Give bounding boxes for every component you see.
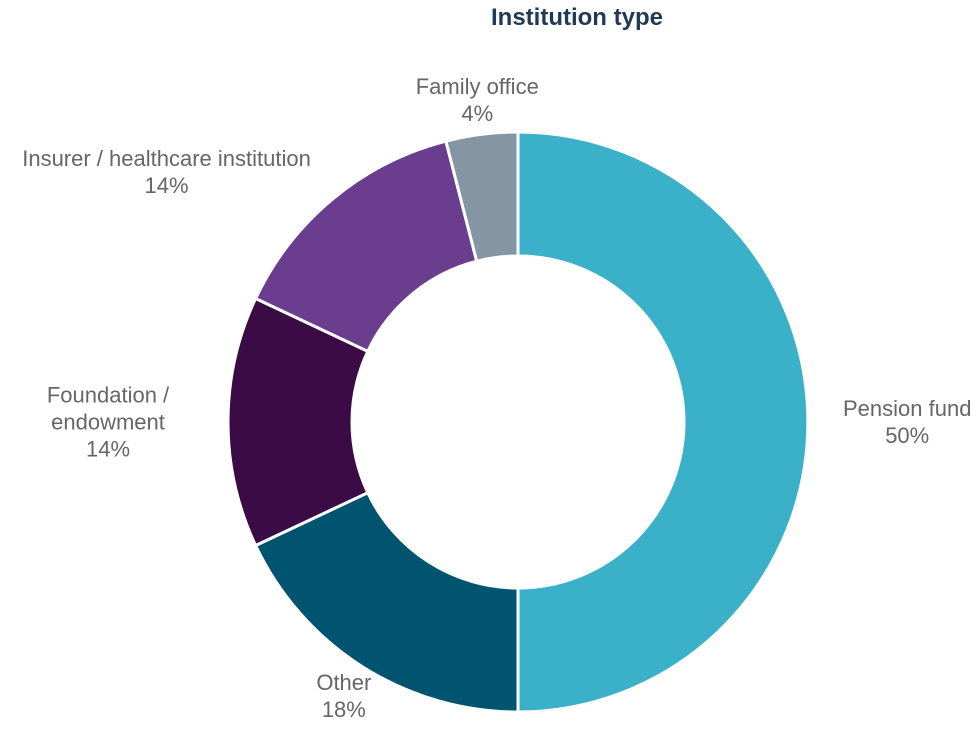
data-label: Foundation / endowment 14% bbox=[23, 382, 193, 463]
category-label: Family office bbox=[415, 73, 539, 99]
donut-slice bbox=[516, 130, 810, 714]
category-label: Pension fund bbox=[843, 396, 972, 421]
chart-title: Institution type bbox=[491, 4, 663, 31]
data-label: Insurer / healthcare institution 14% bbox=[22, 145, 311, 199]
value-label: 14% bbox=[85, 436, 131, 462]
data-label: Family office 4% bbox=[416, 73, 539, 127]
donut-slice bbox=[444, 130, 520, 264]
donut-slice bbox=[253, 490, 520, 714]
category-label: Foundation / endowment bbox=[46, 382, 170, 435]
category-label: Other bbox=[316, 670, 372, 696]
category-label: Insurer / healthcare institution bbox=[22, 145, 311, 171]
value-label: 18% bbox=[321, 697, 366, 723]
data-label: Pension fund 50% bbox=[843, 395, 971, 449]
value-label: 14% bbox=[144, 172, 189, 198]
value-label: 4% bbox=[461, 100, 494, 126]
value-label: 50% bbox=[885, 423, 930, 448]
data-label: Other 18% bbox=[316, 669, 371, 723]
